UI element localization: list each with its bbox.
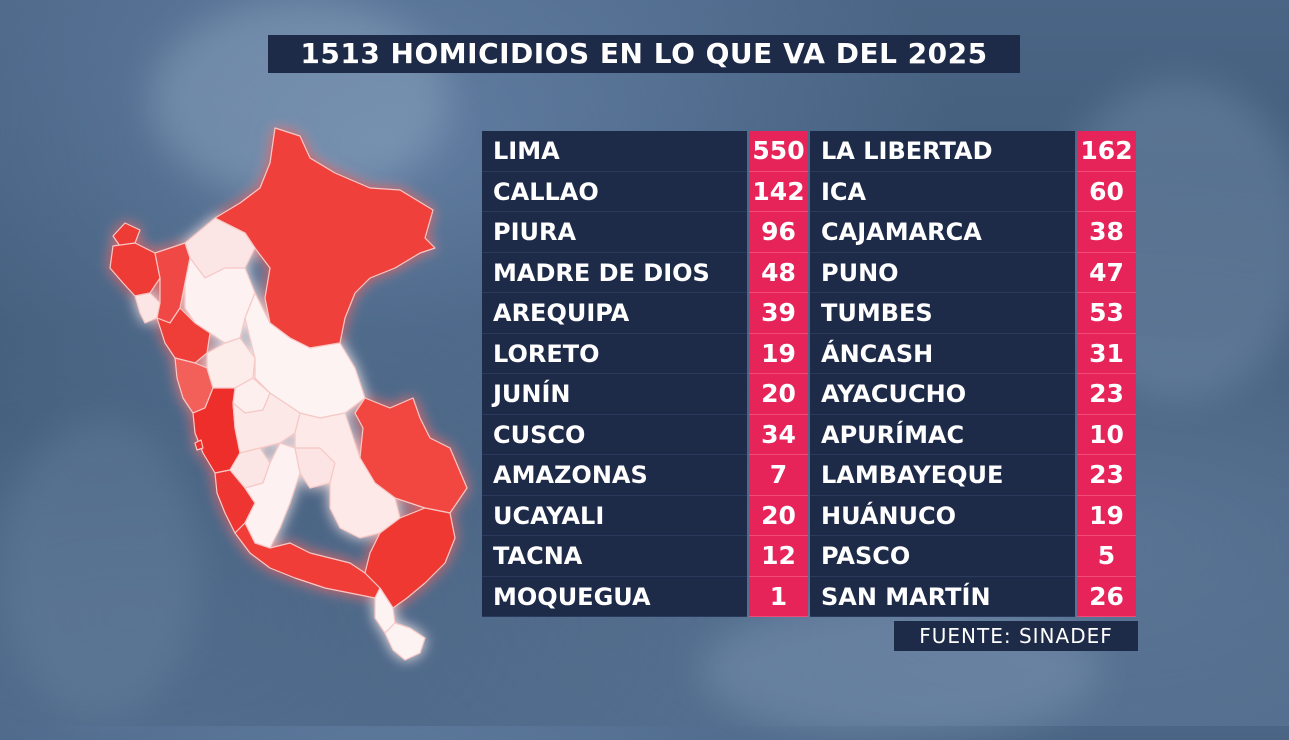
region-name: TUMBES: [810, 293, 1075, 334]
region-name: CAJAMARCA: [810, 212, 1075, 253]
region-name: MOQUEGUA: [482, 576, 747, 617]
region-name: LA LIBERTAD: [810, 131, 1075, 172]
region-name: ICA: [810, 171, 1075, 212]
table-column-left: LIMA 550 CALLAO 142 PIURA 96 MADRE DE DIOS 4…: [482, 131, 810, 617]
table-row: HUÁNUCO 19: [810, 495, 1138, 536]
region-name: JUNÍN: [482, 374, 747, 415]
region-value: 5: [1077, 536, 1136, 577]
region-value: 10: [1077, 414, 1136, 455]
map-region-puno: [364, 507, 456, 609]
background-blur: [0, 420, 200, 720]
region-name: LIMA: [482, 131, 747, 172]
region-value: 12: [749, 536, 808, 577]
region-value: 48: [749, 252, 808, 293]
region-name: CALLAO: [482, 171, 747, 212]
table-row: APURÍMAC 10: [810, 414, 1138, 455]
region-value: 550: [749, 131, 808, 172]
table-column-right: LA LIBERTAD 162 ICA 60 CAJAMARCA 38 PUNO 47 …: [810, 131, 1138, 617]
region-value: 19: [749, 333, 808, 374]
region-name: AYACUCHO: [810, 374, 1075, 415]
table-row: AYACUCHO 23: [810, 374, 1138, 415]
region-name: LORETO: [482, 333, 747, 374]
table-row: TUMBES 53: [810, 293, 1138, 334]
region-name: PIURA: [482, 212, 747, 253]
peru-map: [109, 127, 468, 661]
region-value: 39: [749, 293, 808, 334]
source-label: FUENTE: SINADEF: [894, 621, 1138, 651]
table-row: MOQUEGUA 1: [482, 576, 810, 617]
table-row: CALLAO 142: [482, 171, 810, 212]
table-row: ÁNCASH 31: [810, 333, 1138, 374]
region-name: AREQUIPA: [482, 293, 747, 334]
region-name: LAMBAYEQUE: [810, 455, 1075, 496]
region-value: 38: [1077, 212, 1136, 253]
table-row: CAJAMARCA 38: [810, 212, 1138, 253]
map-region-tumbes: [112, 222, 141, 247]
region-name: APURÍMAC: [810, 414, 1075, 455]
region-name: CUSCO: [482, 414, 747, 455]
region-name: TACNA: [482, 536, 747, 577]
region-value: 20: [749, 495, 808, 536]
table-row: UCAYALI 20: [482, 495, 810, 536]
region-value: 162: [1077, 131, 1136, 172]
homicide-table: LIMA 550 CALLAO 142 PIURA 96 MADRE DE DIOS 4…: [482, 131, 1138, 617]
region-value: 20: [749, 374, 808, 415]
region-value: 26: [1077, 576, 1136, 617]
table-row: CUSCO 34: [482, 414, 810, 455]
table-row: AREQUIPA 39: [482, 293, 810, 334]
table-row: AMAZONAS 7: [482, 455, 810, 496]
region-value: 142: [749, 171, 808, 212]
map-region-tacna: [384, 622, 426, 661]
region-name: AMAZONAS: [482, 455, 747, 496]
region-name: ÁNCASH: [810, 333, 1075, 374]
region-name: PASCO: [810, 536, 1075, 577]
region-name: SAN MARTÍN: [810, 576, 1075, 617]
region-value: 60: [1077, 171, 1136, 212]
table-row: LAMBAYEQUE 23: [810, 455, 1138, 496]
table-row: LA LIBERTAD 162: [810, 131, 1138, 172]
region-value: 1: [749, 576, 808, 617]
region-value: 53: [1077, 293, 1136, 334]
table-row: LIMA 550: [482, 131, 810, 172]
map-region-lambayeque: [134, 292, 161, 324]
region-value: 19: [1077, 495, 1136, 536]
table-row: PIURA 96: [482, 212, 810, 253]
page-title: 1513 HOMICIDIOS EN LO QUE VA DEL 2025: [268, 35, 1020, 73]
map-region-la-libertad: [156, 307, 211, 364]
region-value: 34: [749, 414, 808, 455]
table-row: SAN MARTÍN 26: [810, 576, 1138, 617]
region-value: 31: [1077, 333, 1136, 374]
region-name: UCAYALI: [482, 495, 747, 536]
map-region-callao: [194, 439, 204, 451]
region-value: 96: [749, 212, 808, 253]
table-row: JUNÍN 20: [482, 374, 810, 415]
map-region-piura: [109, 242, 161, 297]
region-value: 47: [1077, 252, 1136, 293]
table-row: TACNA 12: [482, 536, 810, 577]
table-row: PUNO 47: [810, 252, 1138, 293]
region-value: 23: [1077, 455, 1136, 496]
table-row: LORETO 19: [482, 333, 810, 374]
region-name: HUÁNUCO: [810, 495, 1075, 536]
table-row: ICA 60: [810, 171, 1138, 212]
table-row: MADRE DE DIOS 48: [482, 252, 810, 293]
table-row: PASCO 5: [810, 536, 1138, 577]
region-name: PUNO: [810, 252, 1075, 293]
map-region-cusco: [294, 412, 401, 539]
region-value: 7: [749, 455, 808, 496]
region-value: 23: [1077, 374, 1136, 415]
region-name: MADRE DE DIOS: [482, 252, 747, 293]
